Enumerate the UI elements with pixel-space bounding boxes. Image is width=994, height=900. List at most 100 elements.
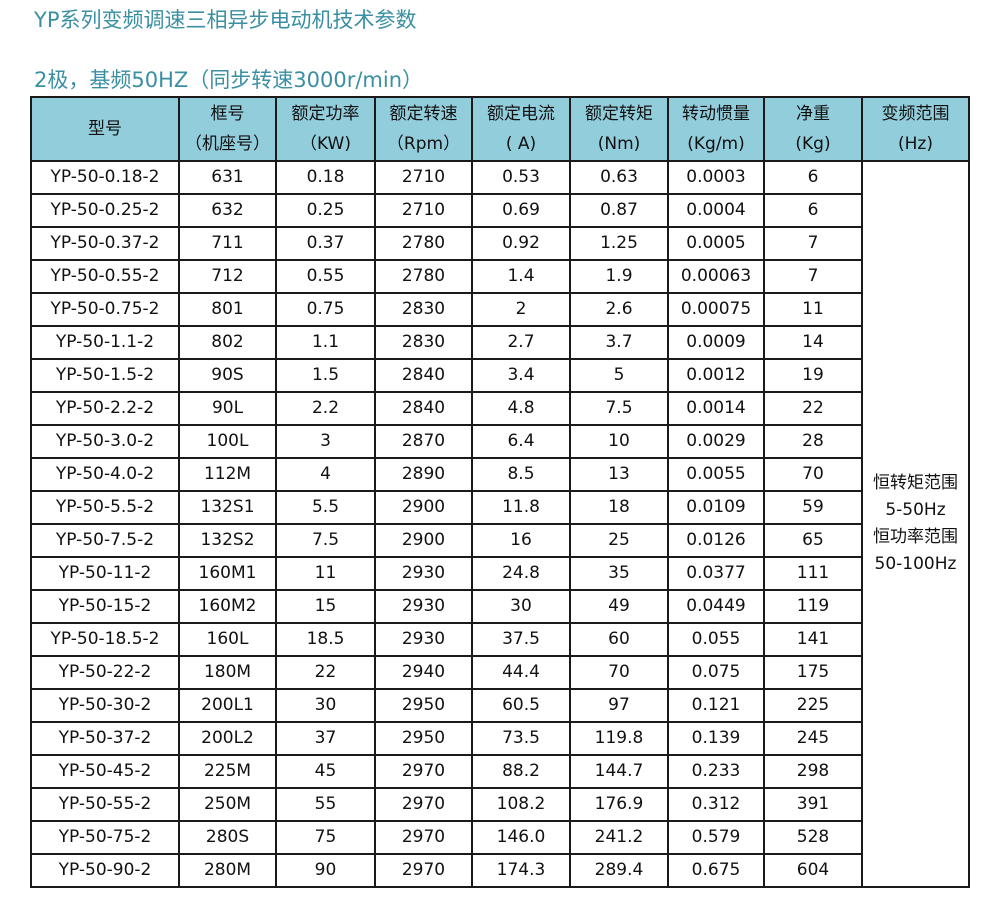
table-cell: 712 <box>178 259 277 294</box>
column-header-unit: (Hz) <box>898 134 933 154</box>
table-cell: 37.5 <box>471 622 571 657</box>
table-row: YP-50-30-2 200L1 30 2950 60.5 97 0.121 225 <box>30 688 969 723</box>
table-cell: 3 <box>275 424 376 459</box>
table-cell: 2840 <box>374 391 473 426</box>
table-cell: 160M1 <box>178 556 277 591</box>
table-row: YP-50-18.5-2 160L 18.5 2930 37.5 60 0.055 141 <box>30 622 969 657</box>
table-cell: 391 <box>763 787 863 822</box>
table-cell: 0.0126 <box>667 523 765 558</box>
table-cell: YP-50-4.0-2 <box>30 457 180 492</box>
spec-table: 型号 框号 （机座号） 额定功率 （KW) 额定转速 （Rpm） 额定电流 ( A) 额定转矩 (N… <box>30 96 970 888</box>
table-cell: 7.5 <box>275 523 376 558</box>
table-row: YP-50-22-2 180M 22 2940 44.4 70 0.075 175 <box>30 655 969 690</box>
table-cell: 111 <box>763 556 863 591</box>
table-cell: 1.1 <box>275 325 376 360</box>
column-header-title: 框号 <box>210 104 245 124</box>
table-cell: 2 <box>471 292 571 327</box>
table-cell: 0.579 <box>667 820 765 855</box>
table-cell: 0.0004 <box>667 193 765 228</box>
table-row: YP-50-1.1-2 802 1.1 2830 2.7 3.7 0.0009 14 <box>30 325 969 360</box>
table-cell: 0.37 <box>275 226 376 261</box>
table-cell: 4.8 <box>471 391 571 426</box>
table-cell: 0.075 <box>667 655 765 690</box>
table-cell: 18.5 <box>275 622 376 657</box>
table-cell: YP-50-0.18-2 <box>30 160 180 195</box>
table-cell: 22 <box>275 655 376 690</box>
table-cell: 44.4 <box>471 655 571 690</box>
table-cell: 0.75 <box>275 292 376 327</box>
column-header-title: 额定电流 <box>487 104 555 124</box>
table-cell: 35 <box>569 556 669 591</box>
table-cell: 60 <box>569 622 669 657</box>
table-cell: 18 <box>569 490 669 525</box>
table-cell: 175 <box>763 655 863 690</box>
table-cell: 25 <box>569 523 669 558</box>
table-cell: 0.675 <box>667 853 765 888</box>
table-cell: 37 <box>275 721 376 756</box>
table-cell: 6 <box>763 160 863 195</box>
table-cell: YP-50-90-2 <box>30 853 180 888</box>
frequency-range-line: 50-100Hz <box>874 554 957 574</box>
table-cell: 132S1 <box>178 490 277 525</box>
frequency-range-line: 5-50Hz <box>885 500 946 520</box>
table-cell: 14 <box>763 325 863 360</box>
column-header-unit: (Kg/m) <box>687 134 745 154</box>
table-cell: 160L <box>178 622 277 657</box>
table-cell: 2930 <box>374 556 473 591</box>
table-cell: 528 <box>763 820 863 855</box>
table-cell: 88.2 <box>471 754 571 789</box>
table-cell: 0.139 <box>667 721 765 756</box>
column-header: 型号 <box>30 96 180 162</box>
table-cell: 298 <box>763 754 863 789</box>
table-cell: 2890 <box>374 457 473 492</box>
table-cell: 200L2 <box>178 721 277 756</box>
table-cell: YP-50-45-2 <box>30 754 180 789</box>
column-header: 额定转矩 (Nm) <box>569 96 669 162</box>
table-row: YP-50-0.18-2 631 0.18 2710 0.53 0.63 0.0003 6 恒转… <box>30 160 970 888</box>
table-cell: 604 <box>763 853 863 888</box>
table-cell: 70 <box>569 655 669 690</box>
section-subtitle: 2极，基频50HZ（同步转速3000r/min） <box>34 68 424 92</box>
table-cell: 7 <box>763 259 863 294</box>
column-header-title: 转动惯量 <box>682 104 750 124</box>
table-cell: 1.25 <box>569 226 669 261</box>
table-row: YP-50-11-2 160M1 11 2930 24.8 35 0.0377 111 <box>30 556 969 591</box>
table-cell: YP-50-1.5-2 <box>30 358 180 393</box>
table-cell: 2970 <box>374 787 473 822</box>
table-cell: 0.312 <box>667 787 765 822</box>
table-cell: 108.2 <box>471 787 571 822</box>
table-cell: YP-50-2.2-2 <box>30 391 180 426</box>
table-cell: 65 <box>763 523 863 558</box>
table-cell: 55 <box>275 787 376 822</box>
table-cell: 0.0012 <box>667 358 765 393</box>
table-cell: 119 <box>763 589 863 624</box>
table-row: YP-50-3.0-2 100L 3 2870 6.4 10 0.0029 28 <box>30 424 969 459</box>
table-cell: YP-50-37-2 <box>30 721 180 756</box>
table-cell: YP-50-5.5-2 <box>30 490 180 525</box>
table-cell: 0.0005 <box>667 226 765 261</box>
table-cell: 0.00063 <box>667 259 765 294</box>
column-header-unit: ( A) <box>505 134 537 154</box>
table-cell: 97 <box>569 688 669 723</box>
table-cell: 245 <box>763 721 863 756</box>
column-header-unit: （KW) <box>300 134 351 154</box>
table-cell: 0.0449 <box>667 589 765 624</box>
table-cell: 0.18 <box>275 160 376 195</box>
table-cell: 132S2 <box>178 523 277 558</box>
table-cell: 2970 <box>374 754 473 789</box>
table-cell: 28 <box>763 424 863 459</box>
table-cell: 2780 <box>374 259 473 294</box>
table-cell: 289.4 <box>569 853 669 888</box>
table-cell: 13 <box>569 457 669 492</box>
table-cell: 2930 <box>374 622 473 657</box>
table-cell: YP-50-75-2 <box>30 820 180 855</box>
column-header-title: 额定转速 <box>389 104 458 124</box>
table-cell: 225M <box>178 754 277 789</box>
table-cell: 49 <box>569 589 669 624</box>
table-cell: 0.92 <box>471 226 571 261</box>
table-cell: 1.5 <box>275 358 376 393</box>
table-cell: 75 <box>275 820 376 855</box>
column-header: 转动惯量 (Kg/m) <box>667 96 765 162</box>
table-cell: 45 <box>275 754 376 789</box>
table-cell: YP-50-11-2 <box>30 556 180 591</box>
